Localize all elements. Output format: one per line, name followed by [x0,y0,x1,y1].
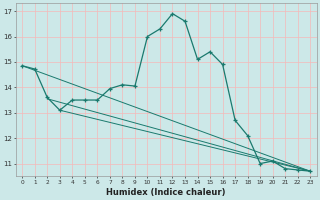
X-axis label: Humidex (Indice chaleur): Humidex (Indice chaleur) [107,188,226,197]
